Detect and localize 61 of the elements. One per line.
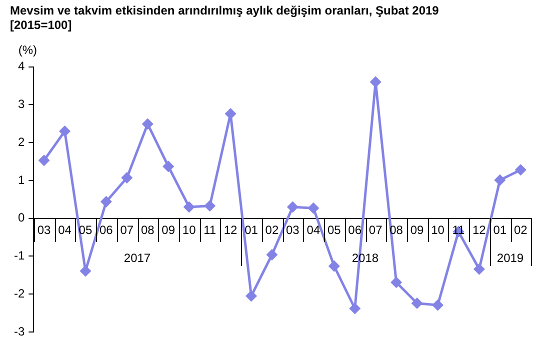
y-axis-title: (%) [18,43,38,58]
x-tick-label: 04 [58,223,72,238]
x-tick-label: 09 [162,223,176,238]
x-tick-label: 04 [306,223,320,238]
x-tick-label: 11 [204,223,216,238]
x-tick-label: 10 [182,223,196,238]
x-tick-label: 07 [120,223,134,238]
y-tick-label: -3 [14,324,25,338]
point [38,155,50,166]
point [122,172,132,184]
x-tick-label: 12 [472,223,486,238]
x-tick-label: 08 [140,223,154,238]
point [60,126,70,136]
annotation: 2017 [124,251,151,266]
point [391,277,402,288]
point [225,108,236,120]
point [370,76,381,88]
point [163,161,174,172]
point [474,264,484,274]
x-tick-label: 02 [265,223,279,238]
x-tick-label: 06 [348,223,362,238]
y-tick-label: 0 [18,210,25,225]
x-tick-label: 07 [368,223,382,238]
point [412,298,422,308]
x-tick-label: 11 [452,223,465,238]
x-tick-label: 02 [514,223,528,238]
x-tick-label: 12 [224,223,238,238]
y-tick-label: 4 [18,59,25,74]
y-tick-label: 1 [18,172,25,187]
point [246,290,256,302]
point [287,202,298,212]
point [308,202,319,214]
x-tick-label: 09 [410,223,424,238]
point [266,249,278,260]
x-tick-label: 08 [390,223,403,238]
y-tick-label: 3 [18,97,25,111]
point [184,202,194,212]
point [80,266,91,276]
point [328,260,340,272]
point [494,174,506,186]
point [432,300,443,310]
y-tick-label: -1 [14,248,25,263]
point [100,196,112,207]
point [204,200,216,212]
point [142,118,153,130]
x-tick-label: 10 [431,223,444,238]
x-tick-label: 03 [286,223,300,238]
annotation: 2019 [496,251,524,266]
x-tick-label: 01 [493,223,507,238]
point [515,164,526,176]
x-tick-label: 06 [100,223,113,238]
x-tick-label: 05 [327,223,341,238]
chart-subtitle: [2015=100] [10,18,72,32]
chart-title: Mevsim ve takvim etkisinden arındırılmış aylık değişim oranları, Şubat 2019 [10,4,440,18]
y-tick-label: -2 [14,286,25,300]
y-tick-label: 2 [18,134,25,149]
point [350,303,360,314]
x-tick-label: 05 [78,223,92,238]
x-tick-label: 03 [37,223,51,238]
annotation: 2018 [352,251,379,266]
x-tick-label: 01 [244,223,258,238]
